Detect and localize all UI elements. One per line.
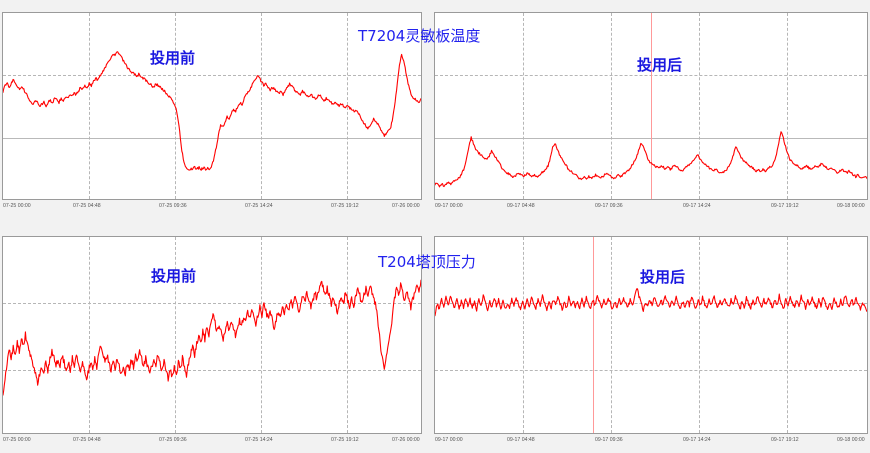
x-tick-label: 07-25 04:48 xyxy=(73,203,101,209)
gridline-horizontal xyxy=(3,303,421,304)
x-tick-label: 07-25 00:00 xyxy=(3,203,31,209)
x-tick-label: 09-18 00:00 xyxy=(837,437,865,443)
chart-title-bottom: T204塔顶压力 xyxy=(378,253,476,271)
trend-line-top-left xyxy=(3,13,421,199)
gridline-horizontal xyxy=(3,138,421,139)
annotation-before-top: 投用前 xyxy=(150,49,196,67)
chart-panel-bottom-right[interactable] xyxy=(434,236,868,434)
gridline-vertical xyxy=(699,237,700,433)
x-tick-label: 07-26 00:00 xyxy=(392,203,420,209)
gridline-horizontal xyxy=(3,370,421,371)
x-tick-label: 07-25 04:48 xyxy=(73,437,101,443)
gridline-vertical xyxy=(523,237,524,433)
gridline-vertical xyxy=(611,13,612,199)
trend-line-bottom-left xyxy=(3,237,421,433)
x-tick-label: 09-17 14:24 xyxy=(683,203,711,209)
annotation-after-top: 投用后 xyxy=(637,56,683,74)
gridline-vertical xyxy=(787,13,788,199)
x-tick-label: 09-17 04:48 xyxy=(507,437,535,443)
plot-area-top-left xyxy=(2,12,422,200)
x-axis-top-right: 09-17 00:00 09-17 04:48 09-17 09:36 09-1… xyxy=(434,203,868,217)
x-tick-label: 09-17 04:48 xyxy=(507,203,535,209)
x-tick-label: 09-17 00:00 xyxy=(435,437,463,443)
annotation-after-bottom: 投用后 xyxy=(640,268,686,286)
x-tick-label: 09-17 09:36 xyxy=(595,437,623,443)
chart-panel-top-right[interactable] xyxy=(434,12,868,200)
chart-title-top: T7204灵敏板温度 xyxy=(358,27,481,45)
cursor-line-top-right[interactable] xyxy=(651,13,652,199)
x-axis-top-left: 07-25 00:00 07-25 04:48 07-25 09:36 07-2… xyxy=(2,203,422,217)
annotation-before-bottom: 投用前 xyxy=(151,267,197,285)
x-tick-label: 07-25 14:24 xyxy=(245,203,273,209)
x-tick-label: 07-25 09:36 xyxy=(159,203,187,209)
x-tick-label: 07-25 19:12 xyxy=(331,437,359,443)
x-tick-label: 09-18 00:00 xyxy=(837,203,865,209)
x-tick-label: 07-25 00:00 xyxy=(3,437,31,443)
gridline-vertical xyxy=(89,237,90,433)
gridline-vertical xyxy=(89,13,90,199)
x-tick-label: 07-25 19:12 xyxy=(331,203,359,209)
gridline-vertical xyxy=(523,13,524,199)
gridline-vertical xyxy=(347,237,348,433)
x-tick-label: 07-26 00:00 xyxy=(392,437,420,443)
gridline-vertical xyxy=(611,237,612,433)
x-axis-bottom-left: 07-25 00:00 07-25 04:48 07-25 09:36 07-2… xyxy=(2,437,422,451)
x-axis-bottom-right: 09-17 00:00 09-17 04:48 09-17 09:36 09-1… xyxy=(434,437,868,451)
gridline-vertical xyxy=(261,13,262,199)
gridline-horizontal xyxy=(435,370,867,371)
gridline-vertical xyxy=(261,237,262,433)
plot-area-bottom-left xyxy=(2,236,422,434)
chart-panel-top-left[interactable] xyxy=(2,12,422,200)
x-tick-label: 09-17 09:36 xyxy=(595,203,623,209)
gridline-vertical xyxy=(699,13,700,199)
x-tick-label: 09-17 00:00 xyxy=(435,203,463,209)
x-tick-label: 09-17 19:12 xyxy=(771,437,799,443)
gridline-horizontal xyxy=(3,75,421,76)
trend-line-top-right xyxy=(435,13,867,199)
chart-panel-bottom-left[interactable] xyxy=(2,236,422,434)
trend-line-bottom-right xyxy=(435,237,867,433)
x-tick-label: 07-25 09:36 xyxy=(159,437,187,443)
x-tick-label: 09-17 19:12 xyxy=(771,203,799,209)
gridline-vertical xyxy=(787,237,788,433)
plot-area-top-right xyxy=(434,12,868,200)
plot-area-bottom-right xyxy=(434,236,868,434)
x-tick-label: 09-17 14:24 xyxy=(683,437,711,443)
cursor-line-bottom-right[interactable] xyxy=(593,237,594,433)
gridline-vertical xyxy=(175,237,176,433)
x-tick-label: 07-25 14:24 xyxy=(245,437,273,443)
